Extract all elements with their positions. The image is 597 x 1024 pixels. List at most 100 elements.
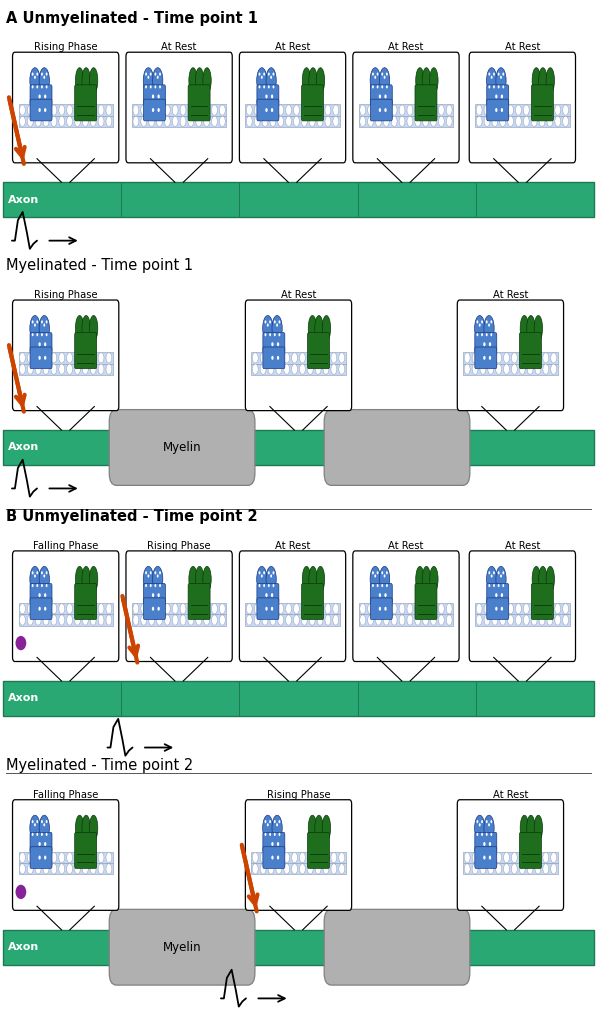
Ellipse shape (98, 614, 104, 625)
Ellipse shape (262, 105, 268, 116)
Ellipse shape (150, 73, 152, 76)
Ellipse shape (156, 105, 162, 116)
Ellipse shape (546, 68, 555, 93)
Ellipse shape (496, 852, 501, 862)
Ellipse shape (284, 352, 290, 364)
Ellipse shape (516, 614, 521, 625)
Ellipse shape (98, 352, 104, 364)
Ellipse shape (307, 352, 313, 364)
Ellipse shape (472, 864, 478, 874)
Ellipse shape (372, 584, 374, 587)
Ellipse shape (44, 76, 45, 79)
Ellipse shape (339, 864, 344, 874)
Ellipse shape (534, 315, 543, 341)
Ellipse shape (35, 614, 41, 625)
Ellipse shape (36, 73, 38, 76)
Ellipse shape (38, 94, 41, 98)
Ellipse shape (360, 614, 365, 625)
Ellipse shape (331, 352, 337, 364)
Ellipse shape (155, 73, 156, 76)
Text: Rising Phase: Rising Phase (34, 42, 97, 52)
FancyBboxPatch shape (415, 85, 437, 121)
Ellipse shape (261, 574, 263, 578)
Ellipse shape (156, 614, 162, 625)
Ellipse shape (512, 352, 517, 364)
Ellipse shape (331, 852, 337, 862)
Ellipse shape (481, 321, 483, 324)
Ellipse shape (153, 566, 163, 592)
Ellipse shape (189, 566, 197, 592)
Ellipse shape (317, 603, 323, 613)
FancyBboxPatch shape (353, 52, 459, 163)
FancyBboxPatch shape (30, 598, 52, 620)
Ellipse shape (500, 116, 506, 126)
Ellipse shape (360, 116, 365, 126)
Ellipse shape (268, 584, 270, 587)
Ellipse shape (500, 76, 502, 79)
Ellipse shape (484, 105, 490, 116)
FancyBboxPatch shape (263, 847, 285, 868)
Ellipse shape (479, 823, 481, 826)
Ellipse shape (423, 614, 429, 625)
Ellipse shape (516, 603, 521, 613)
Text: Myelin: Myelin (163, 941, 201, 953)
Ellipse shape (220, 603, 225, 613)
FancyBboxPatch shape (143, 598, 165, 620)
Ellipse shape (32, 833, 33, 836)
Ellipse shape (98, 864, 104, 874)
Ellipse shape (476, 833, 478, 836)
Ellipse shape (423, 603, 429, 613)
Ellipse shape (143, 566, 153, 592)
FancyBboxPatch shape (487, 584, 509, 603)
Ellipse shape (30, 815, 40, 841)
Ellipse shape (308, 815, 316, 841)
Ellipse shape (476, 333, 478, 336)
Ellipse shape (481, 833, 483, 836)
Ellipse shape (368, 603, 374, 613)
Ellipse shape (271, 856, 273, 859)
Ellipse shape (527, 364, 533, 374)
Ellipse shape (263, 315, 273, 341)
FancyBboxPatch shape (324, 410, 470, 485)
Ellipse shape (180, 116, 186, 126)
Ellipse shape (271, 842, 273, 846)
Ellipse shape (276, 364, 282, 374)
Ellipse shape (535, 364, 541, 374)
Bar (359, 603, 453, 614)
Ellipse shape (292, 852, 297, 862)
Ellipse shape (532, 68, 540, 93)
Ellipse shape (527, 815, 535, 841)
Ellipse shape (51, 852, 57, 862)
Ellipse shape (44, 324, 45, 327)
Ellipse shape (447, 614, 452, 625)
FancyBboxPatch shape (75, 85, 97, 121)
Ellipse shape (315, 364, 321, 374)
Ellipse shape (268, 85, 270, 88)
Ellipse shape (386, 571, 388, 574)
Ellipse shape (271, 109, 273, 112)
FancyBboxPatch shape (324, 909, 470, 985)
Ellipse shape (543, 352, 549, 364)
Ellipse shape (38, 109, 41, 112)
Ellipse shape (507, 614, 513, 625)
FancyBboxPatch shape (13, 800, 119, 910)
Ellipse shape (75, 116, 81, 126)
Ellipse shape (488, 324, 490, 327)
Ellipse shape (531, 603, 537, 613)
FancyBboxPatch shape (3, 681, 594, 716)
Ellipse shape (495, 593, 497, 597)
Ellipse shape (277, 842, 279, 846)
Bar (132, 603, 226, 614)
Bar (245, 116, 340, 127)
Ellipse shape (498, 584, 500, 587)
Ellipse shape (307, 364, 313, 374)
Ellipse shape (491, 333, 493, 336)
Ellipse shape (32, 321, 33, 324)
Ellipse shape (551, 352, 556, 364)
Ellipse shape (531, 614, 537, 625)
FancyBboxPatch shape (475, 333, 497, 352)
Ellipse shape (173, 603, 178, 613)
FancyBboxPatch shape (301, 85, 324, 121)
Ellipse shape (278, 603, 284, 613)
Ellipse shape (36, 820, 38, 823)
